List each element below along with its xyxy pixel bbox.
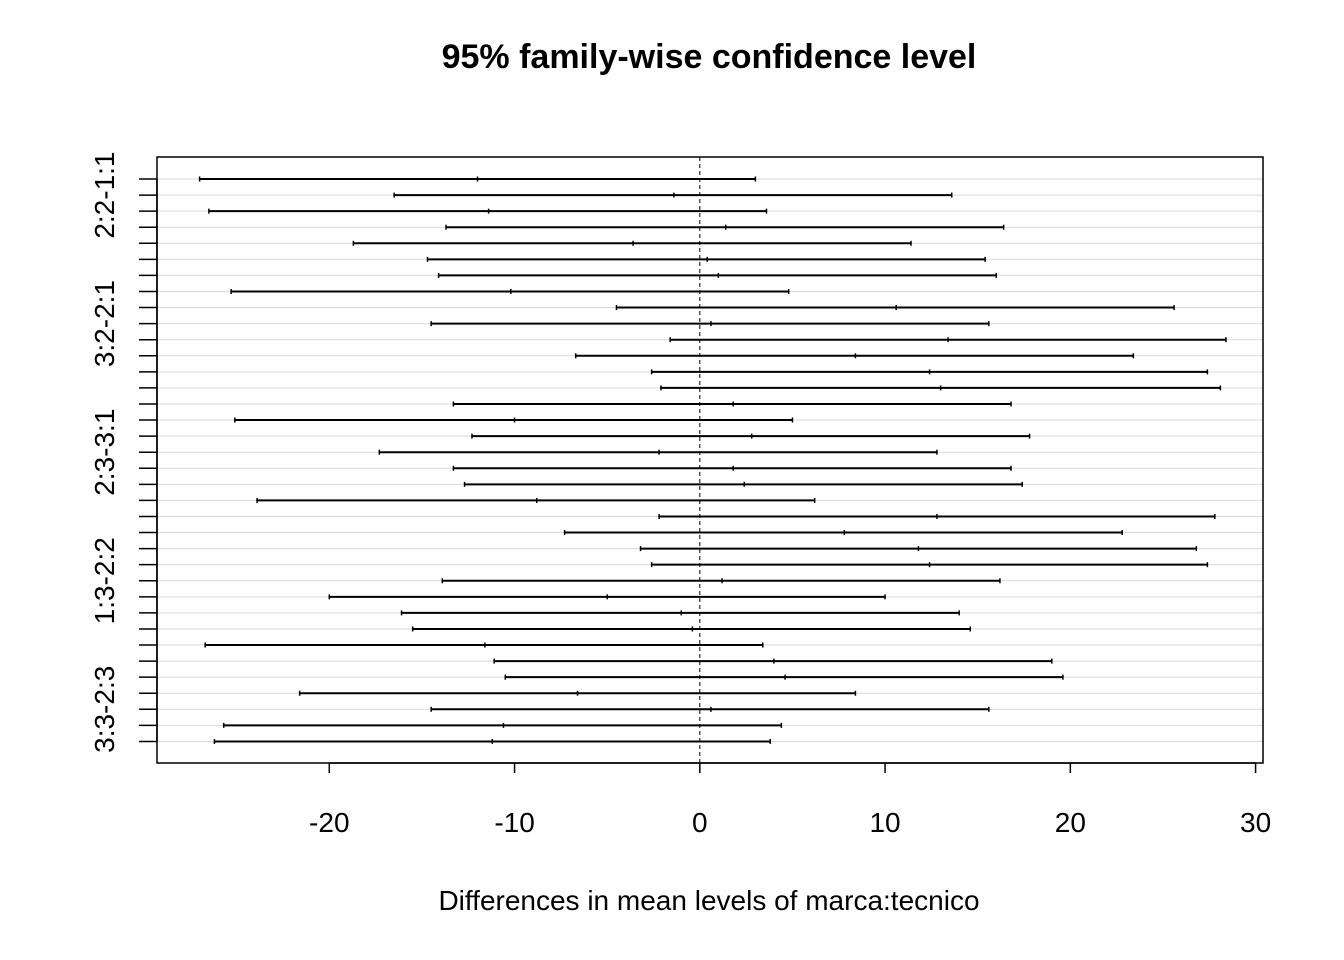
interval-24 xyxy=(639,546,1198,552)
interval-15 xyxy=(452,401,1012,407)
y-tick-label: 3:2-2:1 xyxy=(89,280,120,367)
x-tick-label: 0 xyxy=(692,807,708,838)
interval-31 xyxy=(493,658,1053,664)
plot-frame xyxy=(156,156,1264,764)
interval-1 xyxy=(198,176,757,182)
interval-13 xyxy=(650,369,1209,375)
interval-16 xyxy=(234,417,794,423)
x-tick-label: -20 xyxy=(309,807,349,838)
interval-34 xyxy=(430,706,990,712)
interval-22 xyxy=(658,513,1216,519)
interval-23 xyxy=(563,530,1123,536)
y-tick-label: 2:2-1:1 xyxy=(89,152,120,239)
interval-14 xyxy=(660,385,1222,391)
interval-30 xyxy=(204,642,764,648)
y-tick-label: 2:3-3:1 xyxy=(89,409,120,496)
x-axis: -20 -10 0 10 20 30 xyxy=(309,762,1271,838)
interval-11 xyxy=(669,337,1227,343)
interval-28 xyxy=(400,610,960,616)
interval-27 xyxy=(328,594,886,600)
interval-32 xyxy=(504,674,1064,680)
interval-9 xyxy=(615,305,1175,311)
interval-10 xyxy=(430,321,990,327)
interval-8 xyxy=(230,288,790,294)
chart-title: 95% family-wise confidence level xyxy=(442,38,977,76)
interval-36 xyxy=(213,738,771,744)
interval-29 xyxy=(411,626,972,632)
y-tick-label: 1:3-2:2 xyxy=(89,537,120,624)
x-axis-label: Differences in mean levels of marca:tecn… xyxy=(438,885,979,916)
interval-12 xyxy=(574,353,1135,359)
interval-2 xyxy=(393,192,953,198)
interval-26 xyxy=(441,578,1001,584)
interval-20 xyxy=(463,481,1023,487)
y-tick-label: 3:3-2:3 xyxy=(89,666,120,753)
interval-25 xyxy=(650,562,1209,568)
y-axis: 2:2-1:1 3:2-2:1 2:3-3:1 1:3-2:2 3:3-2:3 xyxy=(89,152,158,753)
interval-17 xyxy=(471,433,1031,439)
interval-18 xyxy=(378,449,938,455)
x-tick-label: 30 xyxy=(1240,807,1271,838)
confidence-intervals xyxy=(198,176,1227,744)
interval-7 xyxy=(437,272,997,278)
interval-35 xyxy=(222,722,783,728)
x-tick-label: 10 xyxy=(869,807,900,838)
interval-3 xyxy=(208,208,768,214)
x-tick-label: 20 xyxy=(1055,807,1086,838)
interval-19 xyxy=(452,465,1012,471)
gridlines xyxy=(157,178,1263,742)
interval-4 xyxy=(445,224,1005,230)
x-tick-label: -10 xyxy=(494,807,534,838)
interval-6 xyxy=(426,256,986,262)
interval-5 xyxy=(352,240,912,246)
interval-21 xyxy=(256,497,816,503)
interval-33 xyxy=(298,690,857,696)
